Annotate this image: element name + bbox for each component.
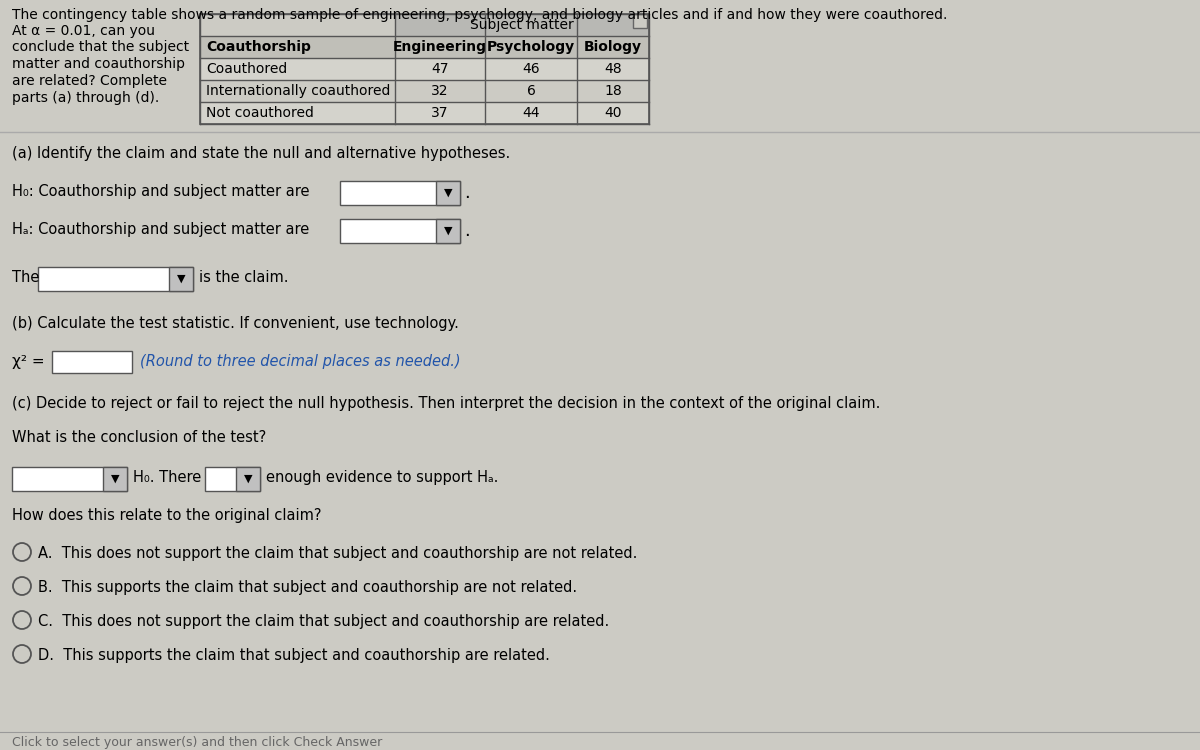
Bar: [200, 36, 649, 58]
Text: Psychology: Psychology: [487, 40, 575, 54]
Bar: [103, 467, 127, 491]
Text: 6: 6: [527, 84, 535, 98]
Text: ▼: ▼: [110, 474, 119, 484]
Text: conclude that the subject: conclude that the subject: [12, 40, 190, 54]
Bar: [200, 102, 649, 124]
Bar: [169, 267, 193, 291]
Text: ▼: ▼: [176, 274, 185, 284]
Text: 47: 47: [431, 62, 449, 76]
Text: How does this relate to the original claim?: How does this relate to the original cla…: [12, 508, 322, 523]
Text: Biology: Biology: [584, 40, 642, 54]
Bar: [200, 14, 649, 124]
Text: enough evidence to support Hₐ.: enough evidence to support Hₐ.: [266, 470, 498, 485]
Text: The: The: [12, 270, 40, 285]
Bar: [395, 14, 649, 36]
Text: (b) Calculate the test statistic. If convenient, use technology.: (b) Calculate the test statistic. If con…: [12, 316, 458, 331]
Text: is the claim.: is the claim.: [199, 270, 288, 285]
Text: parts (a) through (d).: parts (a) through (d).: [12, 91, 160, 105]
Text: 40: 40: [605, 106, 622, 120]
Text: are related? Complete: are related? Complete: [12, 74, 167, 88]
Bar: [200, 80, 649, 102]
Text: Not coauthored: Not coauthored: [206, 106, 314, 120]
Bar: [236, 467, 260, 491]
Text: matter and coauthorship: matter and coauthorship: [12, 57, 185, 71]
Text: Hₐ: Coauthorship and subject matter are: Hₐ: Coauthorship and subject matter are: [12, 222, 310, 237]
Text: 18: 18: [604, 84, 622, 98]
Text: The contingency table shows a random sample of engineering, psychology, and biol: The contingency table shows a random sam…: [12, 8, 947, 22]
Bar: [340, 181, 460, 205]
Text: 48: 48: [604, 62, 622, 76]
Text: At α = 0.01, can you: At α = 0.01, can you: [12, 24, 155, 38]
Text: (Round to three decimal places as needed.): (Round to three decimal places as needed…: [140, 354, 461, 369]
Bar: [634, 14, 647, 28]
Text: 46: 46: [522, 62, 540, 76]
Text: D.  This supports the claim that subject and coauthorship are related.: D. This supports the claim that subject …: [38, 648, 550, 663]
Text: H₀: Coauthorship and subject matter are: H₀: Coauthorship and subject matter are: [12, 184, 310, 199]
Bar: [52, 351, 132, 373]
Text: ▼: ▼: [444, 226, 452, 236]
Text: .: .: [464, 184, 469, 202]
Bar: [200, 58, 649, 80]
Text: 32: 32: [431, 84, 449, 98]
Text: Subject matter: Subject matter: [470, 18, 574, 32]
Text: ▼: ▼: [244, 474, 252, 484]
Bar: [340, 219, 460, 243]
Text: Engineering: Engineering: [394, 40, 487, 54]
Bar: [38, 267, 193, 291]
Text: .: .: [464, 222, 469, 240]
Text: What is the conclusion of the test?: What is the conclusion of the test?: [12, 430, 266, 445]
Text: B.  This supports the claim that subject and coauthorship are not related.: B. This supports the claim that subject …: [38, 580, 577, 595]
Bar: [436, 181, 460, 205]
Text: χ² =: χ² =: [12, 354, 44, 369]
Text: ▼: ▼: [444, 188, 452, 198]
Bar: [436, 219, 460, 243]
Text: (a) Identify the claim and state the null and alternative hypotheses.: (a) Identify the claim and state the nul…: [12, 146, 510, 161]
Text: Coauthorship: Coauthorship: [206, 40, 311, 54]
Text: (c) Decide to reject or fail to reject the null hypothesis. Then interpret the d: (c) Decide to reject or fail to reject t…: [12, 396, 881, 411]
Text: 44: 44: [522, 106, 540, 120]
Text: A.  This does not support the claim that subject and coauthorship are not relate: A. This does not support the claim that …: [38, 546, 637, 561]
Text: Coauthored: Coauthored: [206, 62, 287, 76]
Text: 37: 37: [431, 106, 449, 120]
Text: Internationally coauthored: Internationally coauthored: [206, 84, 390, 98]
Text: Click to select your answer(s) and then click Check Answer: Click to select your answer(s) and then …: [12, 736, 383, 749]
Text: H₀. There: H₀. There: [133, 470, 202, 485]
Bar: [205, 467, 260, 491]
Bar: [12, 467, 127, 491]
Text: C.  This does not support the claim that subject and coauthorship are related.: C. This does not support the claim that …: [38, 614, 610, 629]
